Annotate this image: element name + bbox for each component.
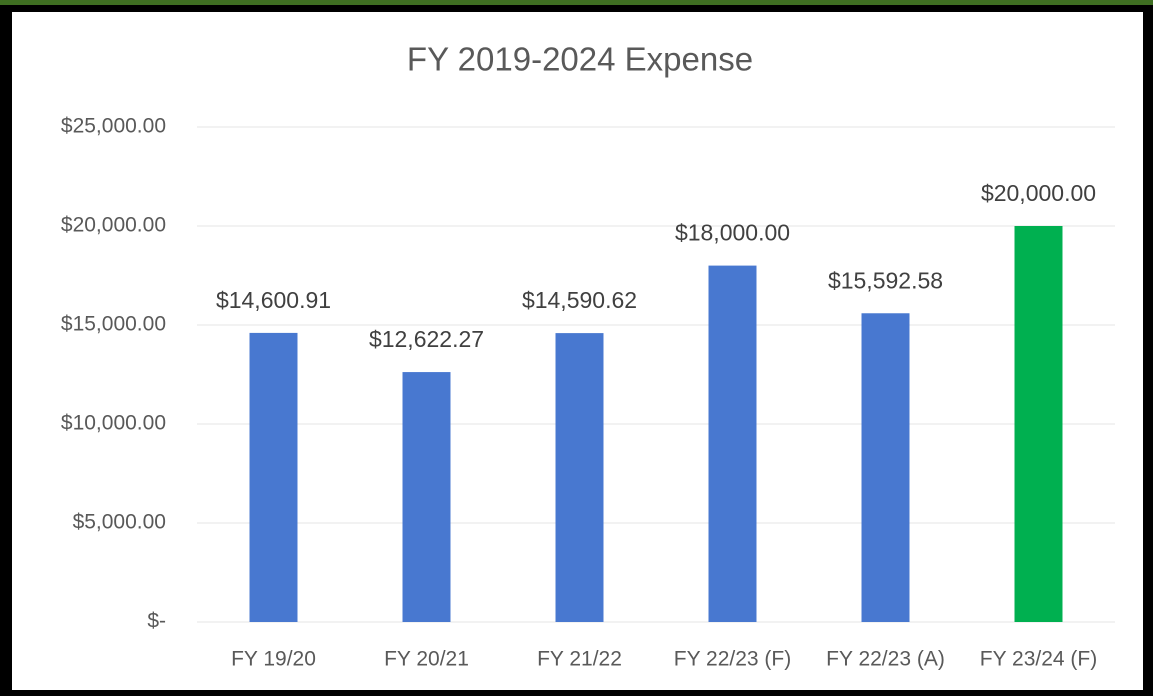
x-tick-label: FY 22/23 (F) xyxy=(674,648,792,671)
bar xyxy=(861,313,910,622)
y-tick-label: $20,000.00 xyxy=(61,214,166,237)
x-tick-label: FY 21/22 xyxy=(537,648,622,671)
bar xyxy=(249,332,298,622)
frame-top xyxy=(0,0,1153,5)
x-tick-label: FY 19/20 xyxy=(231,648,316,671)
x-tick-label: FY 22/23 (A) xyxy=(826,648,945,671)
y-tick-label: $10,000.00 xyxy=(61,412,166,435)
value-label: $14,590.62 xyxy=(522,287,637,313)
y-tick-label: $15,000.00 xyxy=(61,313,166,336)
x-tick-label: FY 20/21 xyxy=(384,648,469,671)
bar xyxy=(708,265,757,622)
value-label: $20,000.00 xyxy=(981,180,1096,206)
y-tick-label: $- xyxy=(147,610,166,633)
y-tick-label: $25,000.00 xyxy=(61,115,166,138)
bar xyxy=(555,333,604,622)
value-label: $15,592.58 xyxy=(828,267,943,293)
chart-title: FY 2019-2024 Expense xyxy=(407,41,753,78)
bar xyxy=(402,372,451,622)
value-label: $18,000.00 xyxy=(675,220,790,246)
y-tick-label: $5,000.00 xyxy=(73,511,166,534)
value-label: $12,622.27 xyxy=(369,326,484,352)
x-tick-label: FY 23/24 (F) xyxy=(980,648,1098,671)
bar xyxy=(1014,226,1063,622)
value-label: $14,600.91 xyxy=(216,287,331,313)
